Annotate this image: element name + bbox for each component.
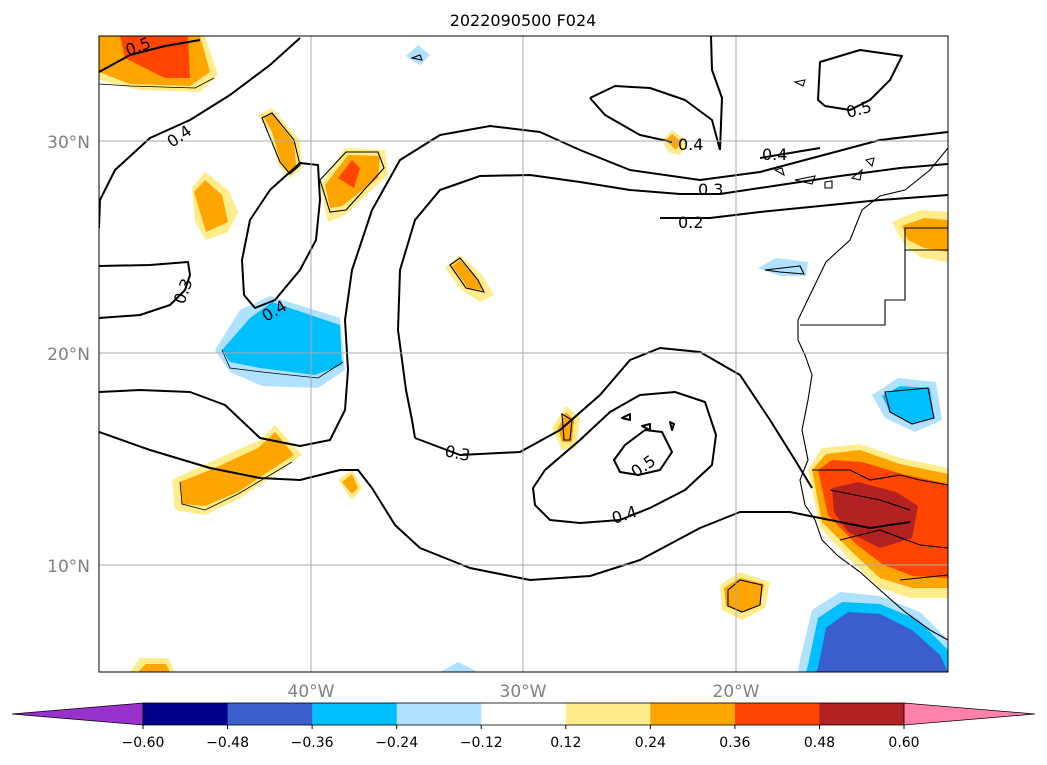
positive-patch [902,218,948,252]
colorbar-over-triangle [903,702,1036,726]
colorbar-tick-label: −0.12 [460,735,503,751]
contour-label: 0.3 [443,441,472,465]
colorbar-segment [565,703,651,725]
colorbar: −0.60 −0.48 −0.36 −0.24 −0.12 0.12 0.24 0.36 0.4… [11,702,1036,751]
colorbar-segment [481,703,567,725]
positive-patch [264,114,296,172]
positive-patch [138,664,170,672]
lon-label: 30°W [500,682,547,702]
colorbar-segment [227,703,313,725]
colorbar-segment [819,703,905,725]
colorbar-tick-label: 0.60 [888,735,919,751]
negative-patch [222,302,342,375]
colorbar-tick-label: −0.60 [122,735,165,751]
gridlines [99,36,948,672]
lat-label: 30°N [47,133,90,153]
positive-patch [452,260,482,290]
latitude-labels: 30°N 20°N 10°N [47,133,90,577]
colorbar-segment [143,703,229,725]
colorbar-segment [650,703,736,725]
positive-patch [724,578,764,612]
colorbar-frame [142,702,905,726]
contour-label: 0.2 [678,213,703,232]
contour-label: 0.4 [762,145,787,164]
map-frame [98,35,949,673]
colorbar-tick-label: −0.48 [206,735,249,751]
positive-patch [338,160,360,188]
negative-patch [440,662,478,672]
positive-patch [194,180,228,232]
positive-patch [832,482,918,548]
map-title: 2022090500 F024 [450,11,597,30]
map-panel: 0.5 0.4 0.3 0.4 0.4 0.3 0.2 0.4 0.5 0.3 … [98,33,949,673]
colorbar-tick-label: −0.24 [375,735,418,751]
colorbar-under-triangle [11,702,144,726]
colorbar-segment [312,703,398,725]
lat-label: 10°N [47,557,90,577]
shaded-anomalies [99,36,948,672]
colorbar-tick-label: 0.36 [719,735,750,751]
positive-patch [342,474,358,494]
coastlines [261,54,948,641]
contour-label: 0.4 [678,135,703,154]
positive-patch [120,36,190,78]
lon-label: 40°W [288,682,335,702]
colorbar-tick-label: 0.48 [804,735,835,751]
negative-patch [758,258,808,276]
colorbar-segment [734,703,820,725]
longitude-labels: 40°W 30°W 20°W [288,682,760,702]
contour-lines [99,36,948,581]
contour-label: 0.3 [698,180,723,199]
colorbar-tick-label: 0.12 [550,735,581,751]
colorbar-tick-label: −0.36 [291,735,334,751]
positive-patch [180,432,294,506]
negative-patch [406,45,430,65]
colorbar-segment [396,703,482,725]
lon-label: 20°W [713,682,760,702]
lat-label: 20°N [47,345,90,365]
negative-patch [816,612,948,672]
positive-patch [666,134,682,150]
colorbar-tick-label: 0.24 [635,735,666,751]
